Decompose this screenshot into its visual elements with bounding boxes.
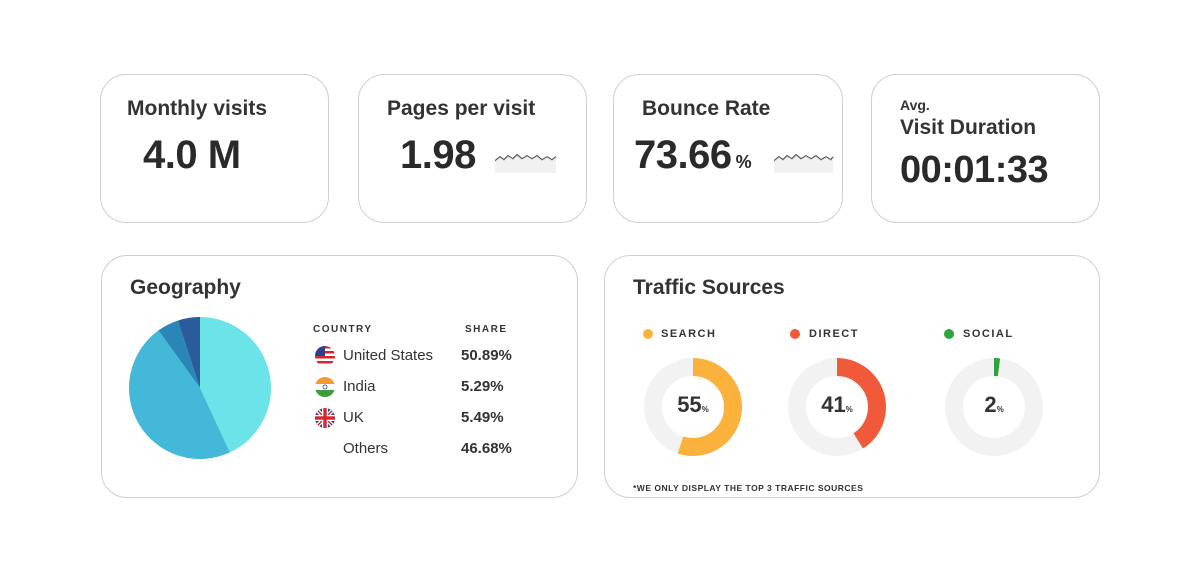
direct-label: DIRECT: [809, 328, 859, 340]
pie-slice-india: [158, 320, 200, 388]
traffic-sources-title: Traffic Sources: [633, 276, 785, 299]
traffic-footnote: *WE ONLY DISPLAY THE TOP 3 TRAFFIC SOURC…: [633, 483, 864, 493]
visit-duration-value: 00:01:33: [900, 149, 1049, 191]
pie-slice-uk: [177, 317, 200, 388]
country-row: United States 50.89%: [315, 344, 575, 368]
country-name: India: [343, 378, 376, 395]
country-name: Others: [343, 440, 389, 457]
direct-number: 41: [821, 392, 846, 417]
traffic-sources-card: Traffic Sources SEARCH DIRECT SOCIAL 55%…: [604, 255, 1100, 498]
country-share: 50.89%: [461, 347, 512, 364]
us-flag-icon: [315, 346, 335, 366]
search-value: 55%: [643, 392, 743, 418]
social-dot: [944, 329, 954, 339]
india-flag-icon: [315, 377, 335, 397]
country-share: 46.68%: [461, 440, 512, 457]
search-donut-chart: [644, 358, 742, 456]
sparkline-icon: [495, 153, 557, 173]
visit-duration-card: Avg. Visit Duration 00:01:33: [871, 74, 1100, 223]
search-dot: [643, 329, 653, 339]
bounce-rate-label: Bounce Rate: [642, 97, 771, 120]
country-name: United States: [343, 347, 434, 364]
bounce-rate-card: Bounce Rate 73.66%: [613, 74, 843, 223]
country-row: India 5.29%: [315, 375, 575, 399]
country-share: 5.29%: [461, 378, 504, 395]
direct-dot: [790, 329, 800, 339]
sparkline-icon: [774, 153, 834, 173]
country-row: UK 5.49%: [315, 406, 575, 430]
direct-unit: %: [845, 405, 853, 414]
social-donut-chart: [945, 358, 1043, 456]
search-unit: %: [701, 405, 709, 414]
monthly-visits-label: Monthly visits: [127, 97, 268, 120]
share-column-header: SHARE: [465, 324, 508, 335]
donut-arc: [945, 358, 1043, 456]
donut-arc: [644, 358, 742, 456]
social-unit: %: [996, 405, 1004, 414]
search-label: SEARCH: [661, 328, 717, 340]
social-number: 2: [984, 392, 997, 417]
pages-per-visit-label: Pages per visit: [387, 97, 536, 120]
pages-per-visit-card: Pages per visit 1.98: [358, 74, 587, 223]
direct-value: 41%: [787, 392, 887, 418]
pages-per-visit-value: 1.98: [400, 133, 476, 177]
monthly-visits-value: 4.0 M: [143, 133, 241, 177]
country-row: Others 46.68%: [315, 437, 575, 461]
donut-arc: [788, 358, 886, 456]
uk-flag-icon: [315, 408, 335, 428]
geography-pie-chart: [129, 317, 271, 459]
country-share: 5.49%: [461, 409, 504, 426]
search-number: 55: [677, 392, 702, 417]
pie-slice-us: [129, 330, 230, 459]
bounce-rate-unit: %: [735, 152, 752, 172]
social-value: 2%: [944, 392, 1044, 418]
country-name: UK: [343, 409, 364, 426]
social-label: SOCIAL: [963, 328, 1014, 340]
country-column-header: COUNTRY: [313, 324, 373, 335]
pie-slice-others: [200, 317, 271, 453]
bounce-rate-number: 73.66: [634, 133, 732, 177]
direct-donut-chart: [788, 358, 886, 456]
geography-card: Geography COUNTRY SHARE United States 50…: [101, 255, 578, 498]
visit-duration-small-label: Avg.: [900, 97, 930, 113]
geography-title: Geography: [130, 276, 241, 299]
visit-duration-label: Visit Duration: [900, 116, 1037, 139]
monthly-visits-card: Monthly visits 4.0 M: [100, 74, 329, 223]
bounce-rate-value: 73.66%: [634, 133, 752, 178]
